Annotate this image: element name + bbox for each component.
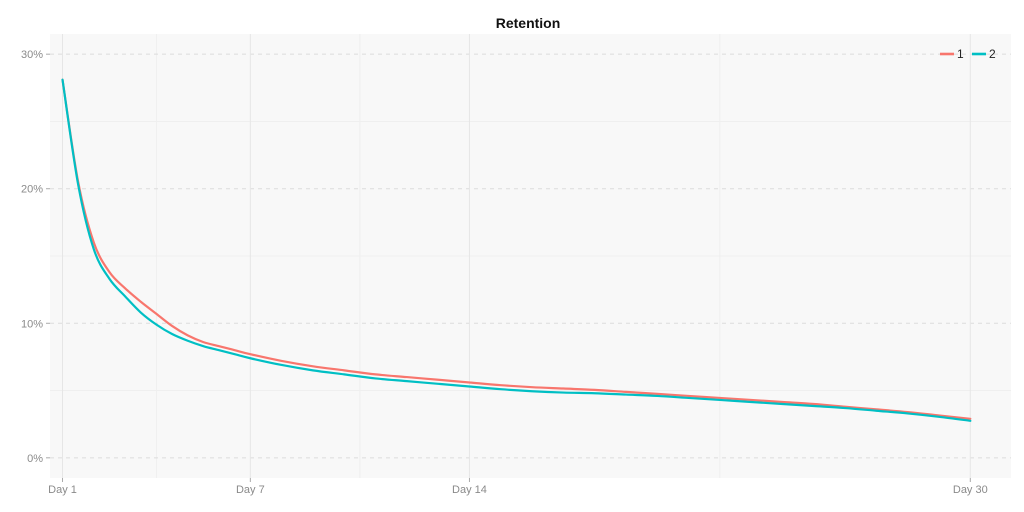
x-tick-label: Day 30	[953, 484, 988, 496]
series-line-2	[61, 78, 972, 422]
chart-title: Retention	[496, 15, 561, 31]
legend-label-1: 1	[957, 47, 964, 61]
x-tick-label: Day 14	[452, 484, 487, 496]
y-tick-label: 30%	[21, 49, 43, 61]
series-line-1	[61, 78, 972, 420]
y-tick-label: 20%	[21, 184, 43, 196]
y-tick-label: 10%	[21, 318, 43, 330]
y-tick-label: 0%	[27, 453, 43, 465]
legend-label-2: 2	[989, 47, 996, 61]
x-tick-label: Day 1	[48, 484, 77, 496]
series-lines	[61, 78, 972, 422]
grid-lines	[50, 34, 1011, 478]
axis-ticks: 0% 10% 20% 30% Day 1 Day 7 Day 14 Day 30	[21, 49, 988, 496]
x-tick-label: Day 7	[236, 484, 265, 496]
